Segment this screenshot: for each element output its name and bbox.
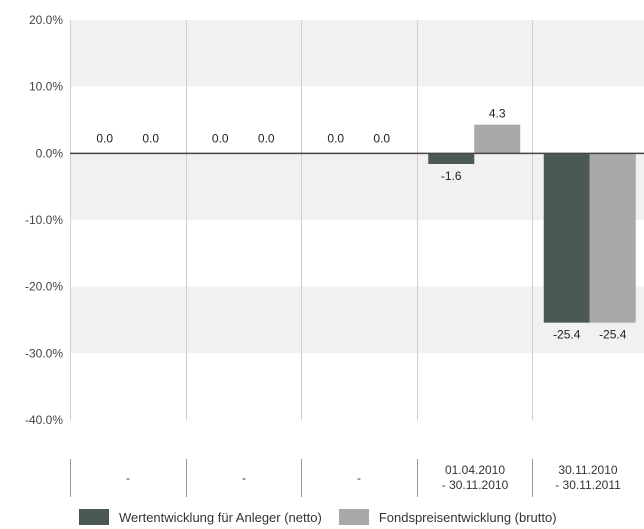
legend-label-brutto: Fondspreisentwicklung (brutto) <box>378 509 557 525</box>
data-label: -25.4 <box>599 328 627 342</box>
y-tick-label: -40.0% <box>25 413 63 427</box>
background-band <box>70 86 644 154</box>
legend-swatch-netto <box>79 509 109 525</box>
legend-swatch-brutto <box>338 509 369 525</box>
x-axis-separator <box>301 459 302 497</box>
y-axis-ticks: 20.0% 10.0% 0.0% -10.0% -20.0% -30.0% -40.0% <box>25 13 63 427</box>
x-category-label: 30.11.2010 - 30.11.2011 <box>555 463 621 492</box>
y-tick-label: 20.0% <box>29 13 63 27</box>
bar-brutto <box>589 153 636 323</box>
x-category-label: 01.04.2010 - 30.11.2010 <box>441 463 509 492</box>
x-axis-separator <box>70 459 71 497</box>
background-band <box>70 353 644 420</box>
bar-netto <box>543 153 590 323</box>
data-labels: 0.0 0.0 0.0 -1.6 -25.4 0.0 0.0 0.0 4.3 -25.4 <box>96 107 626 342</box>
legend-label-netto: Wertentwicklung für Anleger (netto) <box>119 509 322 525</box>
legend-item-brutto: Fondspreisentwicklung (brutto) <box>338 509 557 525</box>
bar-netto <box>428 153 475 164</box>
y-tick-label: -10.0% <box>25 213 63 227</box>
vertical-gridlines <box>70 20 533 420</box>
x-axis-separator <box>417 459 418 497</box>
data-label: 0.0 <box>373 131 390 145</box>
data-label: 0.0 <box>96 131 113 145</box>
bars <box>428 124 636 323</box>
data-label: 0.0 <box>258 131 275 145</box>
data-label: 4.3 <box>489 107 506 121</box>
data-label: 0.0 <box>327 131 344 145</box>
bar-brutto <box>474 124 521 154</box>
x-axis-separator <box>186 459 187 497</box>
y-tick-label: -30.0% <box>25 346 63 360</box>
data-label: -1.6 <box>441 169 462 183</box>
background-band <box>70 20 644 87</box>
x-category-label: - <box>357 470 361 485</box>
y-tick-label: 0.0% <box>36 146 64 160</box>
legend-item-netto: Wertentwicklung für Anleger (netto) <box>79 509 322 525</box>
data-label: 0.0 <box>212 131 229 145</box>
data-label: 0.0 <box>142 131 159 145</box>
x-category-label: - <box>242 470 246 485</box>
x-category-label: - <box>126 470 130 485</box>
data-label: -25.4 <box>553 328 581 342</box>
legend: Wertentwicklung für Anleger (netto) Fond… <box>79 509 574 525</box>
x-axis-separator <box>532 459 533 497</box>
y-tick-label: -20.0% <box>25 280 63 294</box>
y-tick-label: 10.0% <box>29 80 63 94</box>
